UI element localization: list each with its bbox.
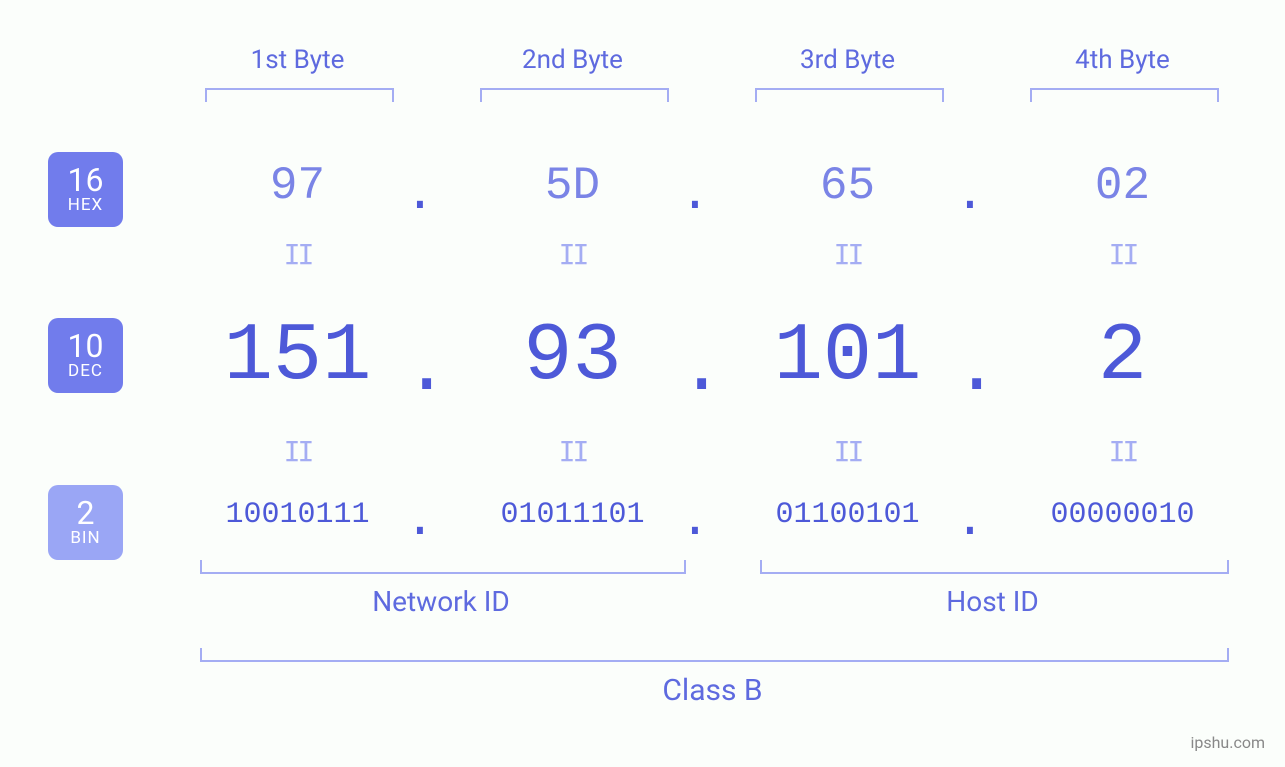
badge-bin: 2 BIN — [48, 485, 123, 560]
class-label: Class B — [200, 673, 1225, 708]
dec-dot-3: . — [955, 322, 985, 406]
badge-dec: 10 DEC — [48, 318, 123, 393]
bin-dot-3: . — [955, 490, 985, 546]
dec-dot-1: . — [405, 322, 435, 406]
dec-byte-1: 151 — [175, 310, 420, 403]
eq-hex-dec-4: II — [1000, 238, 1245, 271]
badge-hex: 16 HEX — [48, 152, 123, 227]
bin-byte-2: 01011101 — [450, 498, 695, 532]
col-header-1: 1st Byte — [175, 45, 420, 75]
dec-dot-2: . — [680, 322, 710, 406]
bin-byte-3: 01100101 — [725, 498, 970, 532]
dec-byte-4: 2 — [1000, 310, 1245, 403]
eq-dec-bin-3: II — [725, 435, 970, 468]
eq-dec-bin-1: II — [175, 435, 420, 468]
eq-hex-dec-1: II — [175, 238, 420, 271]
watermark: ipshu.com — [1190, 733, 1265, 752]
hex-dot-1: . — [405, 164, 435, 220]
bin-dot-1: . — [405, 490, 435, 546]
hex-byte-2: 5D — [450, 160, 695, 212]
network-id-bracket — [200, 560, 686, 574]
hex-byte-4: 02 — [1000, 160, 1245, 212]
badge-bin-lbl: BIN — [70, 530, 100, 548]
col-header-3: 3rd Byte — [725, 45, 970, 75]
hex-byte-3: 65 — [725, 160, 970, 212]
badge-hex-num: 16 — [68, 164, 104, 198]
bin-byte-4: 00000010 — [1000, 498, 1245, 532]
col-header-4: 4th Byte — [1000, 45, 1245, 75]
eq-dec-bin-4: II — [1000, 435, 1245, 468]
class-bracket — [200, 648, 1229, 662]
bin-dot-2: . — [680, 490, 710, 546]
badge-dec-num: 10 — [68, 330, 104, 364]
hex-byte-1: 97 — [175, 160, 420, 212]
col-header-2: 2nd Byte — [450, 45, 695, 75]
dec-byte-3: 101 — [725, 310, 970, 403]
top-bracket-2 — [480, 88, 669, 102]
bin-byte-1: 10010111 — [175, 498, 420, 532]
badge-dec-lbl: DEC — [68, 363, 103, 381]
dec-byte-2: 93 — [450, 310, 695, 403]
eq-hex-dec-3: II — [725, 238, 970, 271]
network-id-label: Network ID — [200, 585, 682, 618]
hex-dot-3: . — [955, 164, 985, 220]
badge-hex-lbl: HEX — [68, 197, 103, 215]
top-bracket-3 — [755, 88, 944, 102]
eq-dec-bin-2: II — [450, 435, 695, 468]
host-id-bracket — [760, 560, 1229, 574]
host-id-label: Host ID — [760, 585, 1225, 618]
badge-bin-num: 2 — [77, 497, 95, 531]
top-bracket-1 — [205, 88, 394, 102]
top-bracket-4 — [1030, 88, 1219, 102]
hex-dot-2: . — [680, 164, 710, 220]
eq-hex-dec-2: II — [450, 238, 695, 271]
